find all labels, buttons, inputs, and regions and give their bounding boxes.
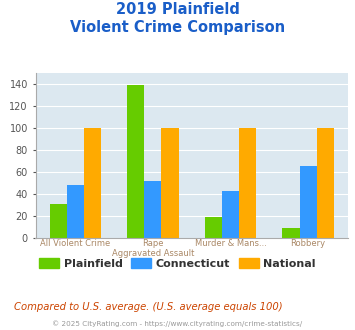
Text: Murder & Mans...: Murder & Mans... bbox=[195, 239, 267, 248]
Text: Aggravated Assault: Aggravated Assault bbox=[112, 249, 194, 258]
Text: Compared to U.S. average. (U.S. average equals 100): Compared to U.S. average. (U.S. average … bbox=[14, 302, 283, 312]
Bar bbox=[127, 85, 144, 238]
Legend: Plainfield, Connecticut, National: Plainfield, Connecticut, National bbox=[35, 254, 320, 273]
Bar bbox=[205, 217, 222, 238]
Text: Rape: Rape bbox=[142, 239, 164, 248]
Bar bbox=[67, 185, 84, 238]
Bar bbox=[222, 191, 239, 238]
Bar bbox=[300, 166, 317, 238]
Bar bbox=[84, 128, 101, 238]
Text: All Violent Crime: All Violent Crime bbox=[40, 239, 110, 248]
Text: Robbery: Robbery bbox=[290, 239, 326, 248]
Text: Violent Crime Comparison: Violent Crime Comparison bbox=[70, 20, 285, 35]
Bar bbox=[162, 128, 179, 238]
Bar bbox=[144, 182, 162, 238]
Bar bbox=[239, 128, 256, 238]
Text: 2019 Plainfield: 2019 Plainfield bbox=[116, 2, 239, 16]
Text: © 2025 CityRating.com - https://www.cityrating.com/crime-statistics/: © 2025 CityRating.com - https://www.city… bbox=[53, 321, 302, 327]
Bar bbox=[283, 228, 300, 238]
Bar bbox=[50, 204, 67, 238]
Bar bbox=[317, 128, 334, 238]
